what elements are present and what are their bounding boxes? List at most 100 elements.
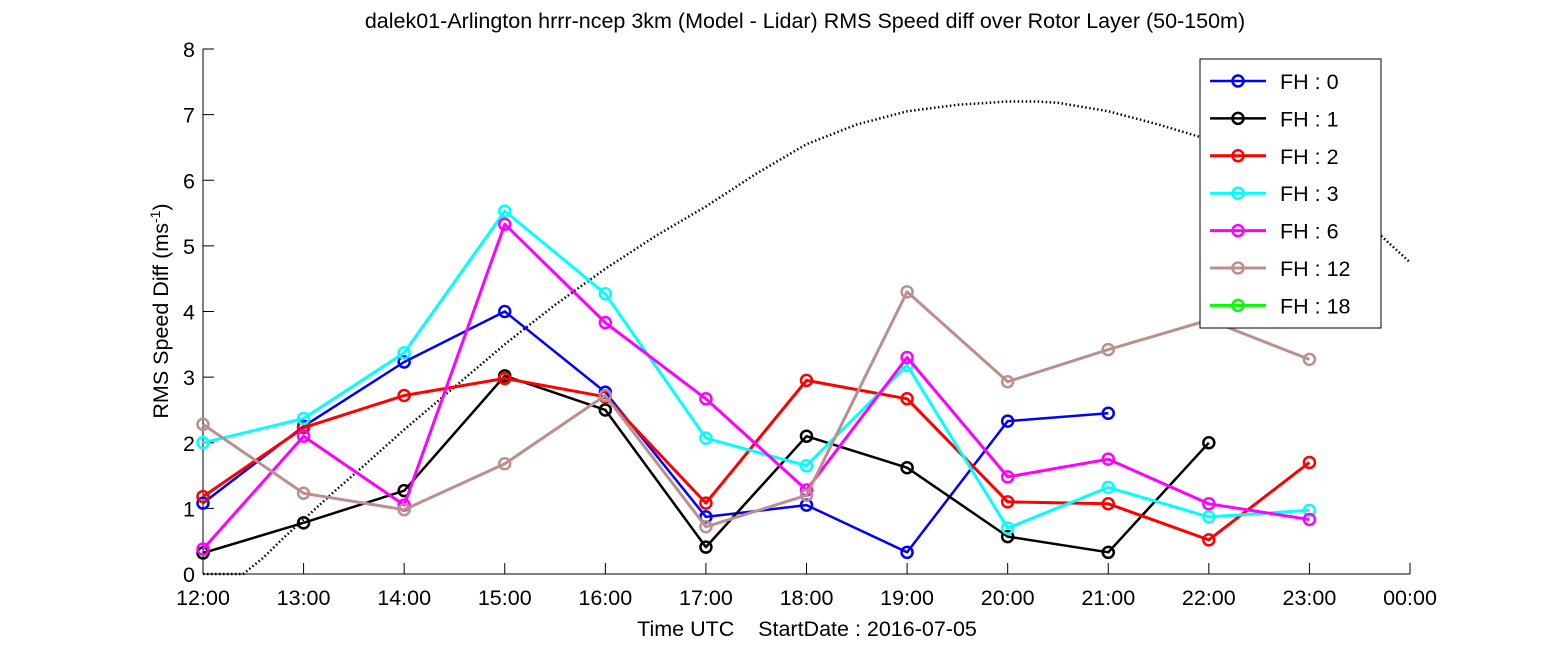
legend-swatch-marker — [1231, 74, 1245, 88]
data-point — [296, 486, 311, 501]
data-point — [1101, 452, 1115, 466]
y-tick-label: 4 — [183, 301, 195, 325]
plot-area: 12:00 13:00 14:00 15:00 16:00 17:00 18:00 19:00… — [176, 38, 1437, 610]
data-point — [397, 346, 411, 360]
data-point — [1302, 352, 1317, 367]
series-line — [202, 374, 1210, 555]
legend-swatch-marker — [1231, 186, 1245, 200]
data-point — [1101, 342, 1115, 357]
series-3 — [196, 204, 1317, 535]
data-point — [1101, 545, 1115, 560]
series-line — [202, 310, 1109, 554]
legend-label: FH : 18 — [1280, 294, 1351, 318]
data-point — [196, 417, 210, 432]
data-point — [900, 285, 914, 299]
legend-swatch-marker — [1231, 223, 1245, 238]
data-point — [196, 542, 210, 556]
data-point — [397, 355, 411, 369]
y-tick-label: 6 — [183, 169, 195, 193]
data-point — [699, 520, 713, 534]
x-tick-label: 00:00 — [1383, 586, 1437, 610]
x-tick-label: 13:00 — [277, 586, 331, 610]
data-point — [900, 392, 914, 406]
x-tick-label: 21:00 — [1081, 586, 1135, 610]
legend-label: FH : 6 — [1280, 220, 1339, 244]
y-tick-label: 2 — [183, 432, 195, 456]
data-point — [1202, 436, 1216, 450]
chart-title: dalek01-Arlington hrrr-ncep 3km (Model -… — [365, 9, 1245, 33]
data-point — [799, 458, 814, 473]
legend-entry: FH : 1 — [1210, 107, 1339, 131]
data-point — [1101, 406, 1115, 420]
legend-swatch-marker — [1231, 261, 1245, 275]
data-point — [1101, 497, 1115, 511]
legend-entry: FH : 12 — [1210, 257, 1351, 281]
data-point — [196, 496, 210, 510]
series-4 — [196, 217, 1317, 556]
data-point — [699, 431, 713, 445]
data-point — [498, 204, 512, 218]
data-point — [296, 429, 311, 443]
legend-label: FH : 1 — [1280, 107, 1339, 131]
data-point — [598, 315, 613, 330]
series-line — [202, 376, 1311, 542]
x-tick-label: 14:00 — [377, 586, 431, 610]
series-line — [202, 209, 1310, 530]
data-point — [196, 436, 210, 450]
data-point — [397, 502, 411, 517]
data-point — [1000, 470, 1015, 484]
data-point — [296, 516, 311, 530]
x-tick-label: 18:00 — [780, 586, 834, 610]
x-tick-label: 22:00 — [1182, 586, 1236, 610]
data-point — [1000, 414, 1015, 428]
series-2 — [196, 371, 1317, 547]
legend-entry: FH : 3 — [1210, 182, 1339, 206]
x-tick-label: 20:00 — [981, 586, 1035, 610]
data-point — [296, 411, 311, 426]
data-point — [1000, 495, 1015, 509]
x-tick-label: 17:00 — [679, 586, 733, 610]
x-tick-label: 19:00 — [880, 586, 934, 610]
data-point — [1302, 512, 1317, 527]
data-point — [598, 403, 613, 417]
data-point — [1000, 529, 1015, 544]
data-point — [900, 545, 914, 560]
x-tick-label: 15:00 — [478, 586, 532, 610]
data-point — [699, 540, 713, 554]
legend-label: FH : 3 — [1280, 182, 1339, 206]
data-point — [699, 496, 713, 510]
series-line — [202, 290, 1310, 529]
data-point — [397, 388, 411, 403]
data-point — [1101, 480, 1115, 495]
data-point — [799, 373, 814, 388]
data-point — [1000, 374, 1015, 389]
series-1 — [196, 369, 1216, 560]
data-point — [598, 287, 613, 301]
x-tick-label: 16:00 — [578, 586, 632, 610]
data-point — [598, 388, 613, 403]
series-line — [201, 222, 1310, 551]
legend-entry: FH : 6 — [1210, 220, 1339, 244]
legend-label: FH : 0 — [1280, 70, 1339, 94]
data-point — [699, 392, 713, 406]
legend-swatch-marker — [1231, 298, 1245, 313]
y-tick-label: 0 — [183, 563, 195, 587]
y-axis-label: RMS Speed Diff (ms-1) — [147, 203, 173, 418]
legend-entry: FH : 0 — [1210, 70, 1339, 94]
data-point — [1302, 503, 1317, 518]
y-tick-label: 7 — [183, 104, 195, 128]
data-point — [799, 488, 814, 502]
y-axis-label-main: RMS Speed Diff (ms — [149, 223, 173, 419]
data-point — [1202, 533, 1216, 547]
legend-label: FH : 2 — [1280, 145, 1339, 169]
data-point — [1000, 521, 1015, 535]
y-tick-label: 5 — [183, 235, 195, 259]
x-tick-label: 12:00 — [176, 586, 230, 610]
legend-label: FH : 12 — [1280, 257, 1351, 281]
data-point — [1202, 497, 1216, 511]
y-tick-label: 3 — [183, 366, 195, 390]
data-point — [900, 460, 914, 475]
data-point — [498, 304, 512, 319]
y-tick-label: 8 — [183, 38, 195, 62]
